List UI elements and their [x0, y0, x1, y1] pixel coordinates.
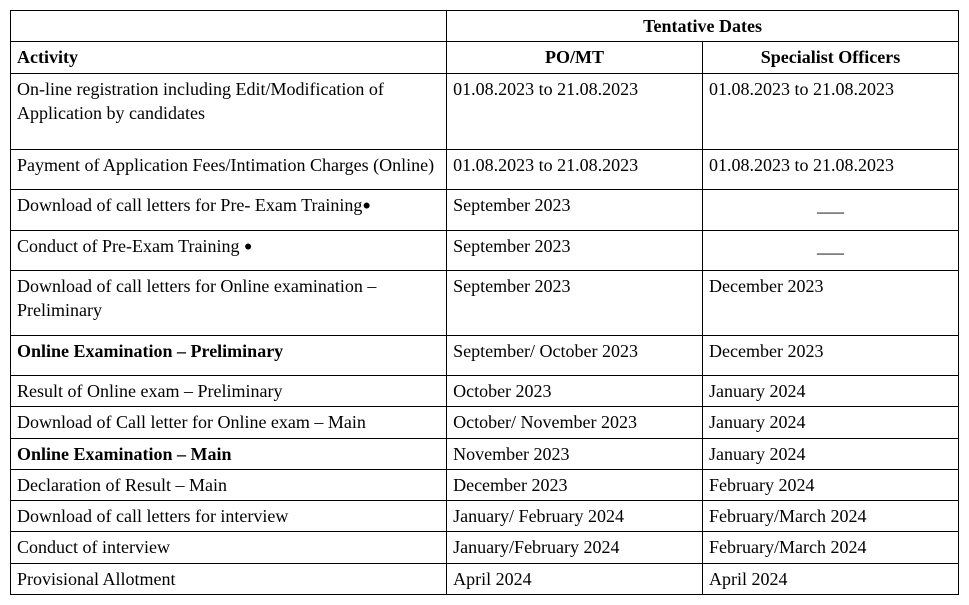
header-activity: Activity — [11, 42, 447, 73]
header-empty-cell — [11, 11, 447, 42]
activity-cell: Provisional Allotment — [11, 563, 447, 594]
activity-cell: On-line registration including Edit/Modi… — [11, 73, 447, 150]
activity-text: Conduct of Pre-Exam Training — [17, 236, 244, 256]
activity-text: Download of call letters for Online exam… — [17, 276, 376, 320]
pomt-cell: April 2024 — [447, 563, 703, 594]
table-row: Download of Call letter for Online exam … — [11, 407, 959, 438]
activity-text: Declaration of Result – Main — [17, 475, 227, 495]
table-row: Online Examination – Main November 2023Ja… — [11, 438, 959, 469]
activity-cell: Conduct of Pre-Exam Training ● — [11, 230, 447, 270]
so-cell: April 2024 — [703, 563, 959, 594]
header-tentative-dates: Tentative Dates — [447, 11, 959, 42]
activity-cell: Download of Call letter for Online exam … — [11, 407, 447, 438]
table-row: Download of call letters for Pre- Exam T… — [11, 190, 959, 230]
table-row: Payment of Application Fees/Intimation C… — [11, 150, 959, 190]
pomt-cell: December 2023 — [447, 469, 703, 500]
so-cell: February/March 2024 — [703, 532, 959, 563]
activity-cell: Conduct of interview — [11, 532, 447, 563]
activity-cell: Download of call letters for Online exam… — [11, 271, 447, 336]
table-row: Download of call letters for Online exam… — [11, 271, 959, 336]
so-cell: January 2024 — [703, 407, 959, 438]
table-row: On-line registration including Edit/Modi… — [11, 73, 959, 150]
pomt-cell: September 2023 — [447, 190, 703, 230]
pomt-cell: October 2023 — [447, 375, 703, 406]
table-row: Result of Online exam – Preliminary Octob… — [11, 375, 959, 406]
so-cell: 01.08.2023 to 21.08.2023 — [703, 73, 959, 150]
header-pomt: PO/MT — [447, 42, 703, 73]
table-row: Conduct of Pre-Exam Training ●September … — [11, 230, 959, 270]
header-row-1: Tentative Dates — [11, 11, 959, 42]
pomt-cell: January/February 2024 — [447, 532, 703, 563]
activity-text: Result of Online exam – Preliminary — [17, 381, 282, 401]
activity-text: Conduct of interview — [17, 537, 170, 557]
so-cell: January 2024 — [703, 438, 959, 469]
table-row: Conduct of interview January/February 202… — [11, 532, 959, 563]
so-cell: ___ — [703, 190, 959, 230]
activity-cell: Online Examination – Main — [11, 438, 447, 469]
table-row: Declaration of Result – Main December 202… — [11, 469, 959, 500]
activity-cell: Download of call letters for Pre- Exam T… — [11, 190, 447, 230]
activity-text: Provisional Allotment — [17, 569, 176, 589]
so-cell: February/March 2024 — [703, 501, 959, 532]
activity-cell: Result of Online exam – Preliminary — [11, 375, 447, 406]
schedule-table: Tentative Dates Activity PO/MT Specialis… — [10, 10, 959, 595]
table-row: Online Examination – Preliminary Septembe… — [11, 335, 959, 375]
bullet-icon: ● — [244, 239, 252, 254]
header-row-2: Activity PO/MT Specialist Officers — [11, 42, 959, 73]
pomt-cell: October/ November 2023 — [447, 407, 703, 438]
so-cell: ___ — [703, 230, 959, 270]
activity-cell: Online Examination – Preliminary — [11, 335, 447, 375]
activity-text: Online Examination – Main — [17, 444, 232, 464]
so-cell: January 2024 — [703, 375, 959, 406]
activity-text: Payment of Application Fees/Intimation C… — [17, 155, 434, 175]
activity-cell: Download of call letters for interview — [11, 501, 447, 532]
table-row: Provisional Allotment April 2024April 202… — [11, 563, 959, 594]
header-so: Specialist Officers — [703, 42, 959, 73]
activity-cell: Declaration of Result – Main — [11, 469, 447, 500]
table-row: Download of call letters for interview Ja… — [11, 501, 959, 532]
pomt-cell: September 2023 — [447, 271, 703, 336]
so-cell: February 2024 — [703, 469, 959, 500]
activity-text: Download of call letters for Pre- Exam T… — [17, 195, 362, 215]
so-cell: 01.08.2023 to 21.08.2023 — [703, 150, 959, 190]
pomt-cell: September/ October 2023 — [447, 335, 703, 375]
activity-text: Online Examination – Preliminary — [17, 341, 283, 361]
pomt-cell: January/ February 2024 — [447, 501, 703, 532]
so-cell: December 2023 — [703, 335, 959, 375]
so-cell: December 2023 — [703, 271, 959, 336]
pomt-cell: November 2023 — [447, 438, 703, 469]
bullet-icon: ● — [362, 199, 370, 214]
activity-text: Download of Call letter for Online exam … — [17, 412, 366, 432]
activity-text: On-line registration including Edit/Modi… — [17, 79, 384, 123]
activity-cell: Payment of Application Fees/Intimation C… — [11, 150, 447, 190]
pomt-cell: 01.08.2023 to 21.08.2023 — [447, 150, 703, 190]
pomt-cell: 01.08.2023 to 21.08.2023 — [447, 73, 703, 150]
activity-text: Download of call letters for interview — [17, 506, 288, 526]
pomt-cell: September 2023 — [447, 230, 703, 270]
